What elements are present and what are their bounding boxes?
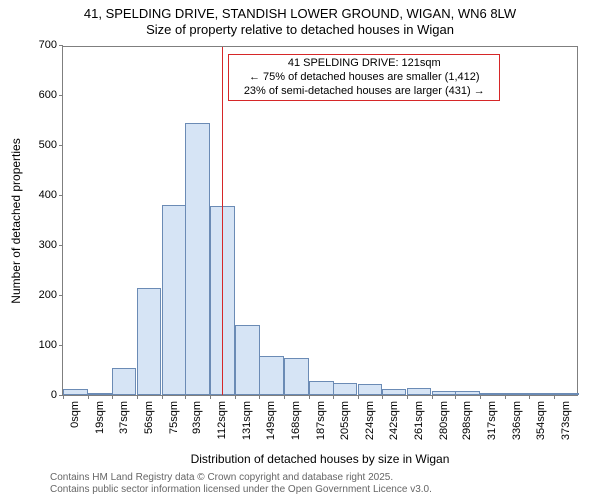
x-tick-label: 261sqm [413,401,425,440]
histogram-bar [185,123,210,396]
histogram-bar [480,393,505,395]
y-tick-label: 100 [39,339,63,351]
title-line-1: 41, SPELDING DRIVE, STANDISH LOWER GROUN… [0,6,600,22]
x-tick-mark [480,395,481,399]
histogram-bar [432,391,457,395]
x-tick-label: 112sqm [216,401,228,439]
x-tick-mark [529,395,530,399]
footer-line-1: Contains HM Land Registry data © Crown c… [50,472,432,484]
y-axis-label: Number of detached properties [9,138,23,303]
x-tick-mark [284,395,285,399]
x-tick-label: 0sqm [69,401,81,428]
histogram-bar [309,381,334,395]
x-tick-label: 242sqm [388,401,400,440]
annotation-line: 41 SPELDING DRIVE: 121sqm [233,57,495,71]
x-tick-label: 149sqm [265,401,277,440]
histogram-bar [137,288,162,396]
x-tick-label: 317sqm [486,401,498,440]
x-tick-label: 37sqm [118,401,130,434]
y-tick-label: 600 [39,89,63,101]
histogram-bar [88,393,113,395]
histogram-bar [529,393,554,395]
x-tick-label: 75sqm [168,401,180,434]
x-tick-mark [309,395,310,399]
x-tick-mark [88,395,89,399]
histogram-bar [554,393,579,395]
y-tick-label: 700 [39,39,63,51]
chart-title: 41, SPELDING DRIVE, STANDISH LOWER GROUN… [0,0,600,39]
histogram-bar [505,393,530,395]
x-tick-mark [358,395,359,399]
x-tick-mark [554,395,555,399]
x-tick-label: 56sqm [143,401,155,434]
annotation-line: 23% of semi-detached houses are larger (… [233,85,495,99]
x-tick-mark [112,395,113,399]
reference-line [222,47,223,395]
x-tick-mark [455,395,456,399]
y-tick-label: 500 [39,139,63,151]
histogram-bar [382,389,407,395]
x-tick-mark [137,395,138,399]
histogram-bar [333,383,358,395]
x-tick-mark [210,395,211,399]
x-tick-label: 131sqm [241,401,253,440]
chart-container: { "title": { "line1": "41, SPELDING DRIV… [0,0,600,500]
x-tick-mark [407,395,408,399]
annotation-line: ← 75% of detached houses are smaller (1,… [233,71,495,85]
x-tick-label: 298sqm [461,401,473,440]
x-tick-label: 168sqm [290,401,302,440]
x-tick-label: 373sqm [560,401,572,440]
y-tick-label: 300 [39,239,63,251]
histogram-bar [358,384,383,395]
x-tick-mark [505,395,506,399]
x-tick-mark [235,395,236,399]
histogram-bar [63,389,88,395]
histogram-bar [284,358,309,396]
x-tick-label: 19sqm [94,401,106,434]
histogram-bar [407,388,432,396]
x-tick-mark [162,395,163,399]
x-tick-label: 354sqm [535,401,547,440]
x-tick-mark [333,395,334,399]
x-tick-label: 205sqm [339,401,351,440]
x-tick-mark [432,395,433,399]
x-tick-mark [63,395,64,399]
title-line-2: Size of property relative to detached ho… [0,22,600,38]
x-tick-label: 336sqm [511,401,523,440]
annotation-box: 41 SPELDING DRIVE: 121sqm← 75% of detach… [228,54,500,101]
y-tick-label: 200 [39,289,63,301]
x-tick-mark [382,395,383,399]
x-tick-label: 280sqm [438,401,450,440]
histogram-bar [455,391,480,395]
plot-area: 01002003004005006007000sqm19sqm37sqm56sq… [62,46,578,396]
histogram-bar [112,368,137,396]
x-tick-mark [185,395,186,399]
histogram-bar [162,205,187,395]
footer-attribution: Contains HM Land Registry data © Crown c… [50,472,432,496]
x-tick-label: 224sqm [364,401,376,440]
y-tick-label: 0 [51,389,63,401]
x-tick-label: 187sqm [315,401,327,440]
x-tick-label: 93sqm [191,401,203,434]
footer-line-2: Contains public sector information licen… [50,484,432,496]
histogram-bar [259,356,284,395]
x-tick-mark [259,395,260,399]
histogram-bar [235,325,260,395]
y-tick-label: 400 [39,189,63,201]
x-axis-label: Distribution of detached houses by size … [191,452,450,466]
